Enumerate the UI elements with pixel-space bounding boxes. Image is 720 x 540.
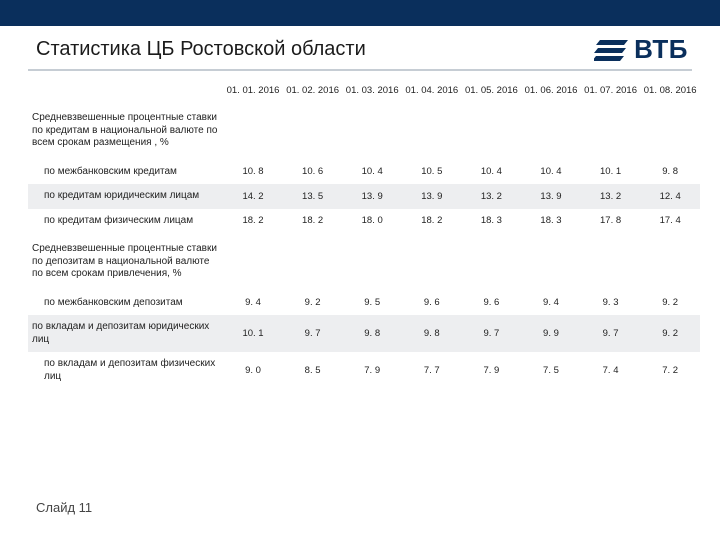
cell-value: 10. 1 (581, 160, 641, 185)
col-date: 01. 01. 2016 (223, 79, 283, 102)
slide-header: Статистика ЦБ Ростовской области ВТБ (0, 26, 720, 69)
cell-value: 10. 4 (342, 160, 402, 185)
table-row: по межбанковским депозитам9. 49. 29. 59.… (28, 291, 700, 316)
cell-value: 8. 5 (283, 352, 343, 389)
cell-value: 9. 8 (640, 160, 700, 185)
cell-value: 9. 6 (462, 291, 522, 316)
section-header: Средневзвешенные процентные ставки по де… (28, 233, 223, 291)
cell-value: 17. 8 (581, 209, 641, 234)
cell-value: 9. 2 (640, 291, 700, 316)
section-header-row: Средневзвешенные процентные ставки по де… (28, 233, 700, 291)
cell-value: 9. 7 (462, 315, 522, 352)
cell-value: 7. 4 (581, 352, 641, 389)
row-label: по кредитам юридическим лицам (28, 184, 223, 209)
cell-value: 9. 4 (521, 291, 581, 316)
cell-value: 18. 2 (402, 209, 462, 234)
cell-value: 9. 3 (581, 291, 641, 316)
cell-value: 18. 2 (223, 209, 283, 234)
cell-value: 9. 0 (223, 352, 283, 389)
top-bar (0, 0, 720, 26)
stats-table: 01. 01. 2016 01. 02. 2016 01. 03. 2016 0… (28, 79, 700, 389)
cell-value: 9. 5 (342, 291, 402, 316)
cell-value: 10. 6 (283, 160, 343, 185)
cell-value: 10. 1 (223, 315, 283, 352)
table-row: по межбанковским кредитам10. 810. 610. 4… (28, 160, 700, 185)
table-body: Средневзвешенные процентные ставки по кр… (28, 102, 700, 389)
vtb-logo: ВТБ (594, 34, 688, 65)
cell-value: 9. 6 (402, 291, 462, 316)
cell-value: 17. 4 (640, 209, 700, 234)
cell-value: 13. 9 (521, 184, 581, 209)
cell-value: 7. 5 (521, 352, 581, 389)
row-label: по межбанковским кредитам (28, 160, 223, 185)
cell-value: 13. 9 (402, 184, 462, 209)
col-date: 01. 04. 2016 (402, 79, 462, 102)
title-underline (28, 69, 692, 71)
cell-value: 18. 3 (521, 209, 581, 234)
col-date: 01. 02. 2016 (283, 79, 343, 102)
table-wrapper: 01. 01. 2016 01. 02. 2016 01. 03. 2016 0… (0, 79, 720, 389)
cell-value: 18. 0 (342, 209, 402, 234)
cell-value: 10. 8 (223, 160, 283, 185)
table-row: по вкладам и депозитам юридических лиц10… (28, 315, 700, 352)
col-date: 01. 08. 2016 (640, 79, 700, 102)
cell-value: 10. 5 (402, 160, 462, 185)
cell-value: 18. 3 (462, 209, 522, 234)
cell-value: 7. 2 (640, 352, 700, 389)
slide-footer: Слайд 11 (36, 500, 92, 515)
vtb-logo-text: ВТБ (634, 34, 688, 65)
table-header-row: 01. 01. 2016 01. 02. 2016 01. 03. 2016 0… (28, 79, 700, 102)
cell-value: 9. 8 (402, 315, 462, 352)
cell-value: 12. 4 (640, 184, 700, 209)
cell-value: 10. 4 (521, 160, 581, 185)
cell-value: 7. 9 (462, 352, 522, 389)
table-row: по кредитам юридическим лицам14. 213. 51… (28, 184, 700, 209)
cell-value: 14. 2 (223, 184, 283, 209)
cell-value: 9. 2 (283, 291, 343, 316)
cell-value: 13. 5 (283, 184, 343, 209)
cell-value: 9. 4 (223, 291, 283, 316)
col-date: 01. 03. 2016 (342, 79, 402, 102)
cell-value: 9. 9 (521, 315, 581, 352)
row-label: по вкладам и депозитам юридических лиц (28, 315, 223, 352)
cell-value: 9. 7 (283, 315, 343, 352)
cell-value: 7. 9 (342, 352, 402, 389)
cell-value: 10. 4 (462, 160, 522, 185)
row-label: по межбанковским депозитам (28, 291, 223, 316)
section-header-row: Средневзвешенные процентные ставки по кр… (28, 102, 700, 160)
cell-value: 9. 8 (342, 315, 402, 352)
cell-value: 18. 2 (283, 209, 343, 234)
row-label: по вкладам и депозитам физических лиц (28, 352, 223, 389)
cell-value: 13. 2 (462, 184, 522, 209)
col-date: 01. 07. 2016 (581, 79, 641, 102)
vtb-wing-icon (594, 36, 628, 64)
section-header: Средневзвешенные процентные ставки по кр… (28, 102, 223, 160)
cell-value: 13. 9 (342, 184, 402, 209)
col-date: 01. 05. 2016 (462, 79, 522, 102)
row-label: по кредитам физическим лицам (28, 209, 223, 234)
cell-value: 13. 2 (581, 184, 641, 209)
cell-value: 7. 7 (402, 352, 462, 389)
table-row: по вкладам и депозитам физических лиц9. … (28, 352, 700, 389)
page-title: Статистика ЦБ Ростовской области (36, 38, 366, 61)
col-date: 01. 06. 2016 (521, 79, 581, 102)
cell-value: 9. 7 (581, 315, 641, 352)
table-row: по кредитам физическим лицам18. 218. 218… (28, 209, 700, 234)
cell-value: 9. 2 (640, 315, 700, 352)
